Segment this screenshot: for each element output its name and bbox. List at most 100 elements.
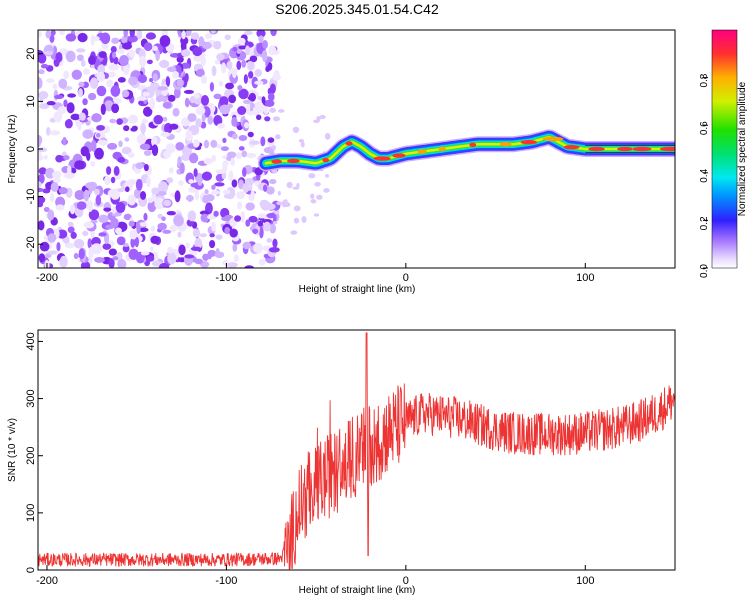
noise-blob [127, 179, 137, 185]
noise-blob [139, 222, 147, 227]
noise-blob [174, 190, 181, 203]
noise-blob [109, 118, 117, 124]
noise-blob [242, 167, 247, 178]
noise-blob [203, 157, 213, 165]
noise-blob [264, 116, 271, 122]
noise-blob [95, 194, 102, 206]
noise-blob [283, 199, 288, 203]
noise-blob [143, 42, 153, 52]
noise-blob [166, 177, 174, 184]
noise-blob [238, 45, 248, 50]
noise-blob [232, 243, 238, 252]
noise-blob [185, 195, 194, 202]
noise-blob [166, 66, 177, 72]
noise-blob [176, 55, 184, 63]
colorbar-gradient [711, 29, 738, 269]
noise-blob [73, 238, 85, 249]
noise-blob [200, 121, 207, 129]
noise-blob [275, 134, 281, 140]
noise-blob [264, 203, 276, 211]
noise-blob [252, 106, 261, 115]
noise-blob [181, 30, 186, 40]
noise-blob [269, 179, 277, 185]
noise-blob [209, 82, 215, 92]
noise-blob [214, 182, 225, 187]
noise-blob [39, 103, 50, 110]
noise-blob [140, 251, 150, 256]
noise-blob [273, 116, 280, 122]
noise-blob [127, 114, 139, 124]
noise-blob [110, 46, 117, 53]
noise-blob [38, 135, 42, 147]
noise-blob [269, 107, 277, 113]
noise-blob [112, 256, 119, 261]
noise-blob [104, 175, 111, 186]
noise-blob [63, 70, 70, 80]
noise-blob [223, 189, 231, 196]
noise-blob [201, 114, 206, 122]
noise-blob [67, 93, 77, 98]
noise-blob [136, 222, 141, 235]
noise-blob [200, 75, 207, 84]
noise-blob [114, 227, 122, 235]
colorbar-tick-label: 0.6 [699, 121, 710, 135]
noise-blob [97, 64, 106, 75]
noise-blob [167, 94, 176, 102]
noise-blob [77, 32, 88, 43]
noise-blob [325, 174, 330, 178]
noise-blob [108, 71, 116, 78]
noise-blob [213, 210, 219, 217]
noise-blob [228, 170, 234, 182]
noise-blob [64, 242, 75, 249]
noise-blob [123, 30, 128, 38]
ridge-peak [438, 146, 446, 152]
noise-blob [229, 228, 238, 238]
noise-blob [143, 150, 152, 156]
noise-blob [188, 179, 194, 184]
noise-blob [205, 194, 215, 202]
noise-blob [49, 192, 55, 203]
top-ytick-label: 0 [25, 146, 37, 152]
noise-blob [222, 137, 227, 143]
noise-blob [38, 181, 42, 188]
noise-blob [272, 238, 278, 248]
noise-blob [142, 106, 153, 117]
noise-blob [96, 71, 105, 83]
noise-blob [256, 114, 262, 121]
noise-blob [82, 230, 89, 236]
top-ytick-label: -20 [25, 236, 37, 252]
noise-blob [310, 199, 317, 204]
noise-blob [106, 166, 112, 175]
noise-blob [67, 165, 72, 176]
noise-blob [131, 125, 138, 131]
noise-blob [146, 176, 151, 188]
bottom-ytick-label: 400 [25, 332, 37, 350]
noise-blob [157, 191, 167, 196]
noise-blob [192, 228, 201, 238]
noise-blob [65, 50, 76, 63]
noise-blob [248, 92, 256, 102]
noise-blob [52, 83, 58, 90]
bottom-ytick-label: 300 [25, 389, 37, 407]
noise-blob [117, 77, 126, 83]
noise-blob [46, 100, 56, 106]
ridge-peak [542, 136, 564, 142]
noise-blob [213, 114, 223, 126]
noise-blob [256, 30, 266, 38]
noise-blob [178, 244, 186, 256]
noise-blob [194, 93, 200, 99]
noise-blob [199, 210, 210, 216]
ridge-peak [588, 146, 605, 152]
noise-blob [313, 213, 320, 217]
bottom-ylabel: SNR (10 * v/v) [7, 418, 18, 482]
noise-blob [58, 187, 68, 195]
noise-blob [64, 119, 73, 129]
noise-blob [139, 143, 151, 151]
noise-blob [127, 152, 135, 158]
noise-blob [261, 50, 268, 61]
noise-blob [38, 167, 47, 175]
noise-blob [201, 41, 212, 50]
noise-blob [100, 103, 106, 116]
top-xtick-label: 0 [403, 272, 409, 284]
noise-blob [38, 77, 43, 89]
